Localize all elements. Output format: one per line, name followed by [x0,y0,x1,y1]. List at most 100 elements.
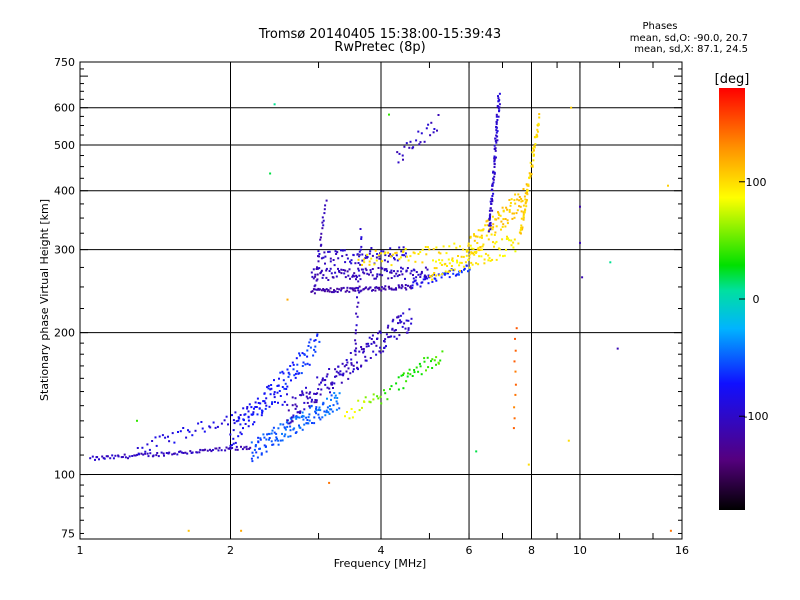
data-point [356,296,358,299]
data-point [579,241,581,244]
data-point [321,377,324,380]
data-point [495,218,498,221]
data-point [275,436,278,439]
data-point [421,248,424,251]
data-point [201,449,204,452]
data-point [493,166,496,168]
data-point [478,255,481,258]
data-point [468,268,471,271]
data-point [346,361,349,364]
data-point [317,413,320,416]
data-point [459,261,462,264]
data-point [520,224,523,227]
data-point [239,423,242,426]
data-point [176,453,179,456]
data-point [356,366,359,369]
data-point [517,242,520,245]
data-point [510,244,513,247]
data-point [273,431,276,434]
data-point [351,287,354,290]
data-point [467,249,470,252]
data-point [518,205,521,208]
data-point [154,436,157,439]
data-point [352,253,355,256]
data-point [385,333,388,336]
data-point [510,198,513,201]
data-point [334,271,337,274]
data-point [525,199,528,201]
data-point [399,256,402,259]
data-point [270,440,273,443]
data-points [89,92,672,532]
data-point [310,404,313,407]
data-point [426,356,429,359]
data-point [227,423,229,426]
data-point [240,433,243,436]
data-point [121,456,124,458]
data-point [324,379,327,381]
data-point [450,268,453,271]
data-point [328,368,331,370]
data-point [382,287,385,290]
data-point [302,393,305,396]
data-point [336,251,339,254]
data-point [383,346,386,349]
data-point [263,436,266,439]
data-point [442,245,445,248]
data-point [229,444,232,447]
data-point [354,329,357,332]
data-point [500,220,503,223]
data-point [474,235,477,238]
data-point [483,262,486,265]
data-point [252,413,255,416]
data-point [211,449,214,451]
data-point [311,290,314,293]
data-point [182,427,185,429]
data-point [290,416,293,419]
data-point [424,266,427,269]
data-point [310,271,313,274]
data-point [332,387,334,389]
data-point [402,312,405,315]
data-point [323,251,326,254]
data-point [431,273,434,276]
data-point [514,250,517,253]
data-point [250,441,253,444]
data-point [332,276,335,279]
data-point [473,251,476,254]
data-point [423,140,426,143]
data-point [263,400,266,403]
data-point [444,270,447,273]
data-point [179,430,182,433]
data-point [498,92,501,95]
data-point [354,353,357,356]
data-point [270,432,273,435]
data-point [490,233,493,236]
data-point [157,455,160,458]
data-point [513,360,516,363]
data-point [481,245,484,248]
data-point [411,286,414,289]
data-point [471,252,473,255]
data-point [255,451,258,454]
data-point [501,238,504,241]
data-point [308,341,311,344]
data-point [309,396,312,399]
data-point [436,129,438,132]
data-point [435,260,437,263]
data-point [361,406,363,409]
data-point [488,218,491,221]
data-point [378,286,380,289]
data-point [286,368,289,371]
data-point [508,199,511,201]
data-point [435,363,437,366]
data-point [220,422,223,425]
x-tick-label: 8 [528,544,535,557]
data-point [536,130,539,133]
data-point [356,315,359,318]
data-point [381,274,384,277]
data-point [414,260,417,263]
data-point [227,447,230,450]
data-point [385,345,387,348]
